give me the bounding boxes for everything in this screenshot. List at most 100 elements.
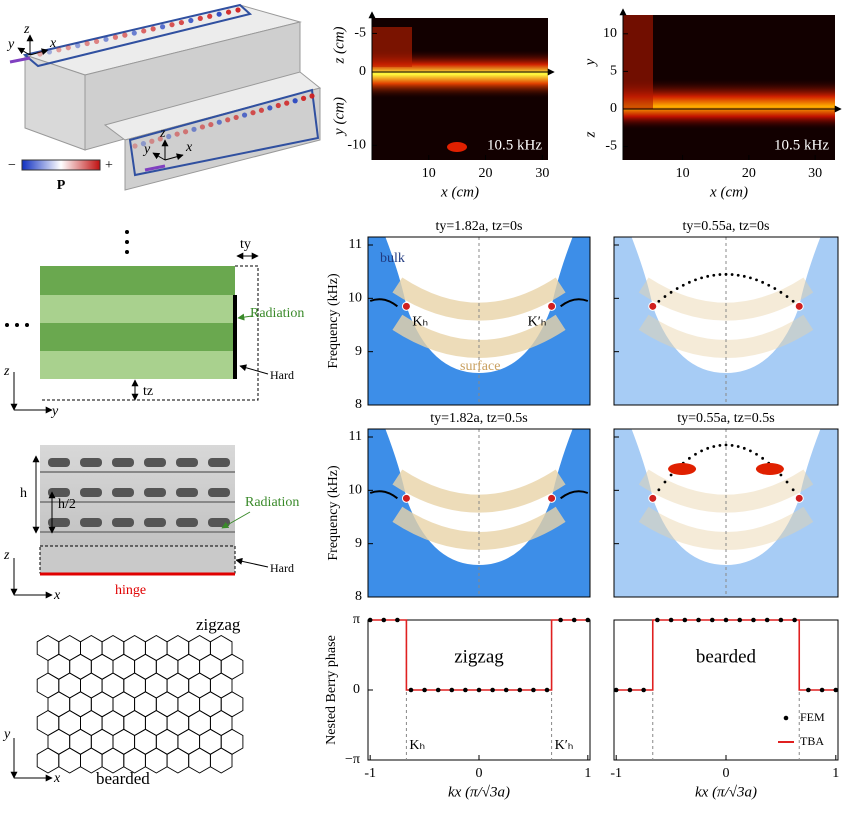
surface-label: surface xyxy=(460,359,500,374)
y-tick-label: 8 xyxy=(355,397,362,412)
axis-label: y xyxy=(50,404,59,419)
pointer xyxy=(221,511,251,529)
hexagon xyxy=(209,747,233,774)
k-point xyxy=(794,493,804,503)
state-dot xyxy=(761,280,765,284)
photo-slot xyxy=(176,458,198,467)
field-dot xyxy=(149,138,155,144)
hexagon xyxy=(209,709,233,737)
field-dot xyxy=(166,133,172,140)
hot-spot xyxy=(668,463,697,475)
heatmap-glow xyxy=(623,15,653,109)
surface-band xyxy=(638,506,814,550)
photo-slot xyxy=(48,488,70,497)
legend-marker xyxy=(783,715,789,721)
hex-lattice xyxy=(36,634,244,774)
state-dot xyxy=(779,473,783,477)
field-dot xyxy=(140,141,147,147)
legend-label: FEM xyxy=(800,710,825,724)
band-plot xyxy=(368,237,590,405)
label-hinge: hinge xyxy=(115,583,146,598)
hexagon xyxy=(134,728,157,755)
hexagon xyxy=(220,728,244,755)
state-dot xyxy=(669,290,673,294)
y-axis-label: z xyxy=(582,131,598,138)
hexagon xyxy=(36,747,60,774)
heatmap-spot xyxy=(447,142,467,152)
label-hard: Hard xyxy=(270,368,294,382)
field-dot xyxy=(182,129,189,135)
x-tick-label: 0 xyxy=(723,766,730,781)
hexagon xyxy=(188,747,211,774)
field-dot xyxy=(292,98,298,104)
field-dot xyxy=(199,124,206,130)
x-axis-label: kx (π/√3a) xyxy=(448,784,510,800)
x-tick-label: 10 xyxy=(676,166,690,181)
field-dot xyxy=(150,26,156,32)
field-dot xyxy=(208,121,214,128)
fem-point xyxy=(490,687,495,693)
hexagon xyxy=(134,653,157,680)
y-tick-label: -5 xyxy=(354,26,366,41)
hexagon xyxy=(80,672,103,699)
x-tick-label: 30 xyxy=(808,166,822,181)
fem-point xyxy=(792,617,797,623)
hexagon xyxy=(101,634,125,662)
label-radiation: Radiation xyxy=(245,495,299,510)
state-dot xyxy=(681,283,685,287)
x-tick-label: 0 xyxy=(476,766,483,781)
y-tick-label: 10 xyxy=(348,483,362,498)
fem-point xyxy=(517,687,523,693)
state-dot xyxy=(687,280,691,284)
hexagon xyxy=(90,653,114,680)
colorbar-label: P xyxy=(57,178,66,193)
photo-slot xyxy=(208,488,230,497)
hexagon xyxy=(188,709,211,737)
axis-label: z xyxy=(3,548,10,563)
k-point xyxy=(547,301,557,311)
hexagon xyxy=(209,672,233,699)
photo-slot xyxy=(112,518,134,527)
y-tick-label: 0 xyxy=(359,64,366,79)
photo-slot xyxy=(144,458,166,467)
state-dot xyxy=(663,295,667,298)
field-dot xyxy=(46,49,53,55)
field-dot xyxy=(216,11,222,17)
photo-slot xyxy=(48,458,70,467)
axis-arrow xyxy=(164,153,184,161)
hexagon xyxy=(188,672,211,699)
hexagon xyxy=(155,691,179,718)
hexagon xyxy=(144,634,168,662)
dot xyxy=(125,230,129,234)
fem-point xyxy=(737,617,743,623)
field-dot xyxy=(132,143,138,149)
hexagon xyxy=(58,747,81,774)
hexagon xyxy=(101,672,125,699)
field-dot xyxy=(241,112,248,118)
field-dot xyxy=(141,28,147,34)
stripe xyxy=(40,295,235,323)
state-dot xyxy=(718,273,722,276)
hard-wall xyxy=(233,295,237,379)
field-dot xyxy=(103,36,109,42)
pointer xyxy=(235,557,269,568)
state-dot xyxy=(785,480,789,484)
panel-title: ty=0.55a, tz=0s xyxy=(683,219,770,234)
stripe xyxy=(40,266,235,295)
field-dot xyxy=(300,95,307,101)
hexagon xyxy=(123,709,146,737)
y-axis-label: Frequency (kHz) xyxy=(326,465,341,561)
fem-point xyxy=(655,617,660,623)
hexagon xyxy=(134,691,157,718)
fem-point xyxy=(422,687,427,693)
surface-band xyxy=(638,314,814,358)
field-dot xyxy=(258,107,265,113)
panel-title: ty=1.82a, tz=0.5s xyxy=(430,411,527,426)
source-arrow xyxy=(144,164,166,172)
y-tick-label: 10 xyxy=(603,26,617,41)
hexagon xyxy=(144,709,168,737)
panel-title: ty=0.55a, tz=0.5s xyxy=(677,411,774,426)
field-dot xyxy=(93,38,100,45)
state-dot xyxy=(755,452,758,456)
field-dot xyxy=(225,117,231,123)
